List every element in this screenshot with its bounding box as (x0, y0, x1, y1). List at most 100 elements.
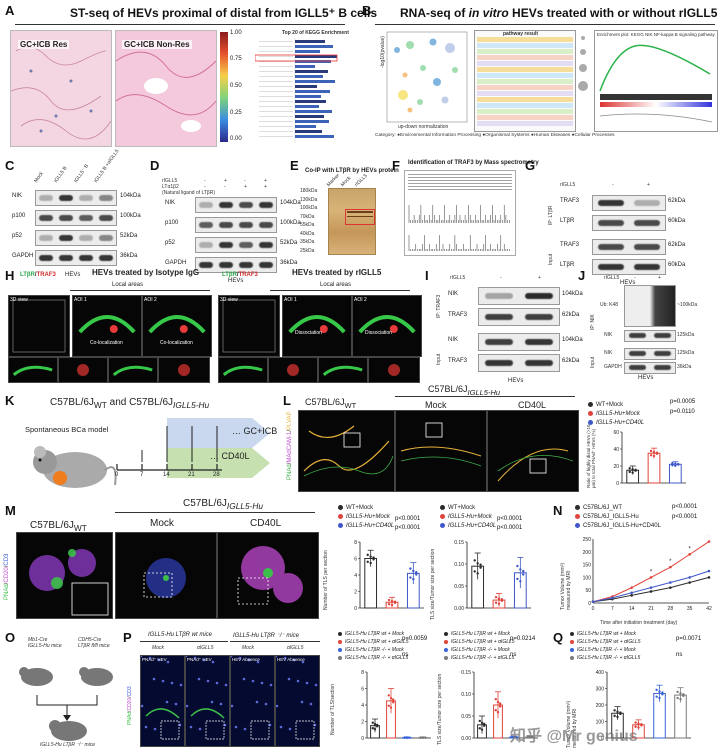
chart-point (403, 736, 406, 739)
blot-kda: 60kDa (668, 218, 686, 224)
p-hev (190, 708, 225, 719)
micro-art (178, 364, 190, 376)
micro-art (388, 364, 400, 376)
chart-point (366, 553, 369, 557)
micro-note: Co-localization (160, 340, 193, 346)
chart-p-number: 0 2 4 6 8 (361, 670, 431, 742)
blot-strip (592, 259, 666, 275)
pathway-table: pathway result (474, 30, 576, 132)
legend-text: IGLL5-Hu LTβR -/- + Mock (345, 647, 404, 653)
legend-item: IGLL5-Hu LTβR -/- + αIGLL5 (338, 654, 409, 662)
blot-col-label: Mock (33, 170, 45, 184)
m-legend-item: IGLL5-Hu+Mock (440, 512, 496, 521)
legend-dot (338, 632, 342, 636)
bubble-point (407, 107, 413, 113)
p-nucleus (292, 658, 296, 662)
l-cd40l: CD40L (518, 400, 547, 410)
legend-dot (570, 656, 574, 660)
blot-band (39, 195, 53, 201)
p-image-tag: HEV Absence (232, 657, 260, 662)
p-nucleus (224, 683, 228, 687)
blot-band (59, 255, 73, 261)
l-mock: Mock (425, 400, 447, 410)
p-nucleus (206, 679, 210, 683)
blot-sign: - (204, 178, 206, 184)
colorbar-tick: 1.00 (230, 30, 242, 36)
chart-point (497, 597, 501, 600)
l-group-rule (395, 396, 575, 397)
blot-kda: 62kDa (668, 198, 686, 204)
p-nucleus (296, 679, 300, 683)
h-left-rule (70, 290, 210, 291)
micro-tile (8, 357, 58, 383)
mass-spec-sequence (408, 174, 512, 190)
blot-sign: - (634, 275, 636, 281)
chart-point (497, 602, 501, 605)
legend-text: IGLL5-Hu LTβR wt + Mock (345, 631, 405, 637)
micro-tile (58, 357, 108, 383)
blot-kda: 52kDa (120, 233, 138, 239)
chart-point (677, 462, 680, 466)
p-nucleus (141, 704, 144, 708)
chart-point (392, 698, 395, 701)
chart-tick-label: 6 (361, 687, 364, 693)
chart-point (369, 561, 372, 565)
p-nucleus (264, 702, 268, 706)
pathway-table-head: pathway result (503, 31, 539, 37)
blot-band (239, 242, 253, 248)
pathway-row (477, 91, 573, 96)
chart-tick-label: 0 (361, 736, 364, 742)
blot-strip (592, 215, 666, 231)
chart-p-size: 0.00 0.05 0.10 0.15 (461, 670, 538, 742)
p-nucleus (170, 681, 174, 685)
pathway-bubble-plot (386, 31, 468, 123)
p-nucleus (211, 660, 215, 664)
blot-strip (592, 195, 666, 211)
p-legend-a: IGLL5-Hu LTβR wt + Mock IGLL5-Hu LTβR wt … (338, 630, 409, 662)
blot-strip (195, 197, 277, 213)
m-group-rule (115, 512, 315, 513)
panel-label-q: Q (553, 630, 564, 645)
micro-tile (218, 357, 268, 383)
blot-row-label: TRAF3 (448, 312, 468, 318)
m-pvalue-b2: p<0.0001 (497, 525, 523, 531)
chart-point (480, 728, 484, 731)
q-pvalue-2: ns (676, 652, 683, 658)
kegg-title: Top 20 of KEGG Enrichment (282, 30, 349, 36)
h-left-title: HEVs treated by Isotype IgG (92, 268, 200, 277)
legend-item: IGLL5-Hu LTβR wt + αIGLL5 (444, 638, 515, 646)
micro-art (322, 365, 363, 376)
chart-point (371, 721, 374, 724)
blot-band (654, 333, 671, 338)
colorbar-tick: 0.00 (230, 136, 242, 142)
m-legend-item: IGLL5-Hu+CD40L (338, 521, 394, 530)
p-ylabel-a: Number of TLS/section (330, 683, 336, 735)
chart-m-number: 0 2 4 6 8 (354, 540, 424, 612)
m-legend-item: IGLL5-Hu+Mock (338, 512, 394, 521)
chart-point (516, 564, 519, 568)
kegg-bar (295, 55, 337, 58)
chart-point (682, 693, 685, 696)
micro-tile (108, 357, 158, 383)
gel-marker: 40kDa (300, 230, 315, 237)
blot-row-label: p100 (165, 220, 179, 226)
blot-band (99, 195, 113, 201)
p-stain-label: PNAd/CD20/CD3 (127, 686, 133, 725)
p-nucleus (215, 681, 219, 685)
blot-row-label: NIK (604, 350, 613, 356)
chart-tick-label: 2 (361, 720, 364, 726)
blot-sign: - (612, 182, 614, 188)
o-mouse-1: Mb1-Cre IGLL5-Hu mice (28, 637, 62, 649)
kegg-bar-chart (255, 38, 338, 143)
blot-input-label: Input (436, 353, 442, 365)
p-nucleus (256, 660, 260, 664)
blot-band (525, 339, 553, 345)
chart-tick-label: 4 (361, 703, 364, 709)
chart-point (531, 735, 534, 739)
n-legend-text: C57BL/6J_IGLL5-Hu (583, 513, 639, 520)
blot-band (219, 242, 233, 248)
chart-tick-label: 0.00 (454, 606, 464, 612)
m-pvalue-b1: p<0.0001 (497, 516, 523, 522)
micro-signal (222, 365, 263, 376)
gel-band (347, 216, 373, 217)
